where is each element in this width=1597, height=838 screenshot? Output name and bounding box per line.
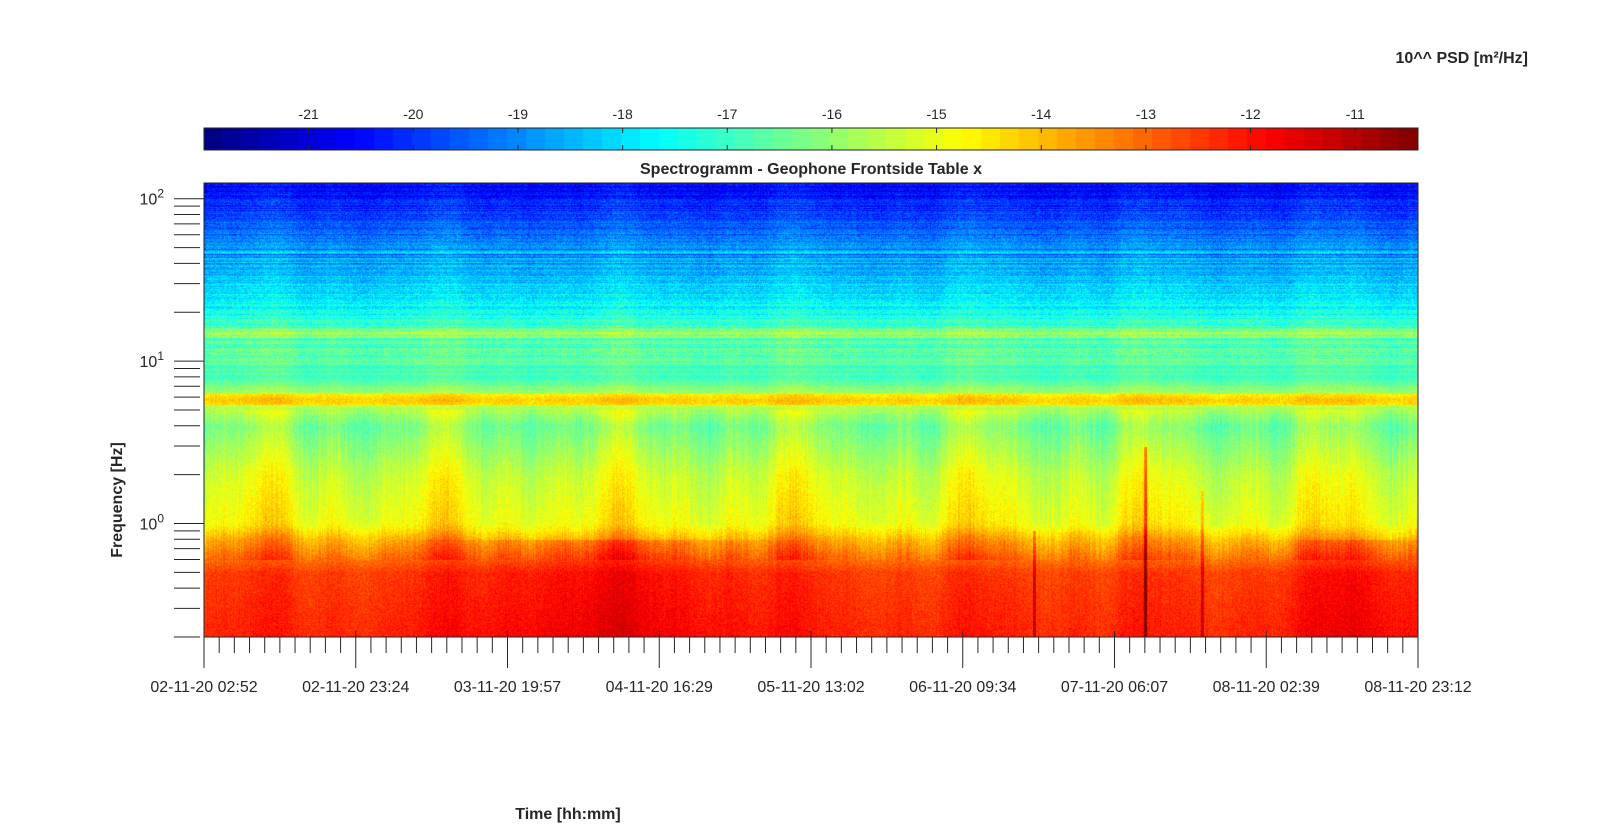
colorbar-tick-label: -12 <box>1240 106 1260 122</box>
x-axis-label: Time [hh:mm] <box>515 806 620 823</box>
y-tick-label: 102 <box>140 187 165 209</box>
colorbar-tick-label: -13 <box>1136 106 1156 122</box>
colorbar-tick-label: -16 <box>822 106 842 122</box>
x-tick-label: 06-11-20 09:34 <box>909 679 1016 696</box>
colorbar-tick-label: -14 <box>1031 106 1051 122</box>
x-tick-label: 02-11-20 23:24 <box>302 679 409 696</box>
colorbar-tick-label: -15 <box>926 106 946 122</box>
x-tick-label: 02-11-20 02:52 <box>150 679 257 696</box>
colorbar-tick-label: -17 <box>717 106 737 122</box>
x-tick-label: 07-11-20 06:07 <box>1061 679 1168 696</box>
colorbar-tick-label: -11 <box>1346 106 1365 122</box>
x-tick-label: 05-11-20 13:02 <box>757 679 864 696</box>
y-tick-label: 100 <box>140 512 165 534</box>
colorbar-tick-label: -18 <box>613 106 633 122</box>
x-tick-label: 08-11-20 23:12 <box>1364 679 1471 696</box>
colorbar-tick-label: -20 <box>403 106 423 122</box>
y-axis-label: Frequency [Hz] <box>109 442 126 558</box>
colorbar-frame <box>204 128 1418 150</box>
x-tick-label: 03-11-20 19:57 <box>454 679 561 696</box>
chart-title: Spectrogramm - Geophone Frontside Table … <box>640 161 982 178</box>
colorbar-tick-label: -21 <box>299 106 319 122</box>
y-axis-ticks <box>174 199 204 637</box>
x-axis-tick-labels: 02-11-20 02:52 02-11-20 23:24 03-11-20 19:… <box>150 679 1471 696</box>
y-tick-label: 101 <box>140 349 165 371</box>
x-tick-label: 04-11-20 16:29 <box>606 679 713 696</box>
colorbar-label: 10^^ PSD [m²/Hz] <box>1396 50 1528 67</box>
plot-frame <box>204 183 1418 637</box>
x-tick-label: 08-11-20 02:39 <box>1213 679 1320 696</box>
y-axis-tick-labels: 100 101 102 <box>140 187 165 534</box>
colorbar-tick-label: -19 <box>508 106 528 122</box>
